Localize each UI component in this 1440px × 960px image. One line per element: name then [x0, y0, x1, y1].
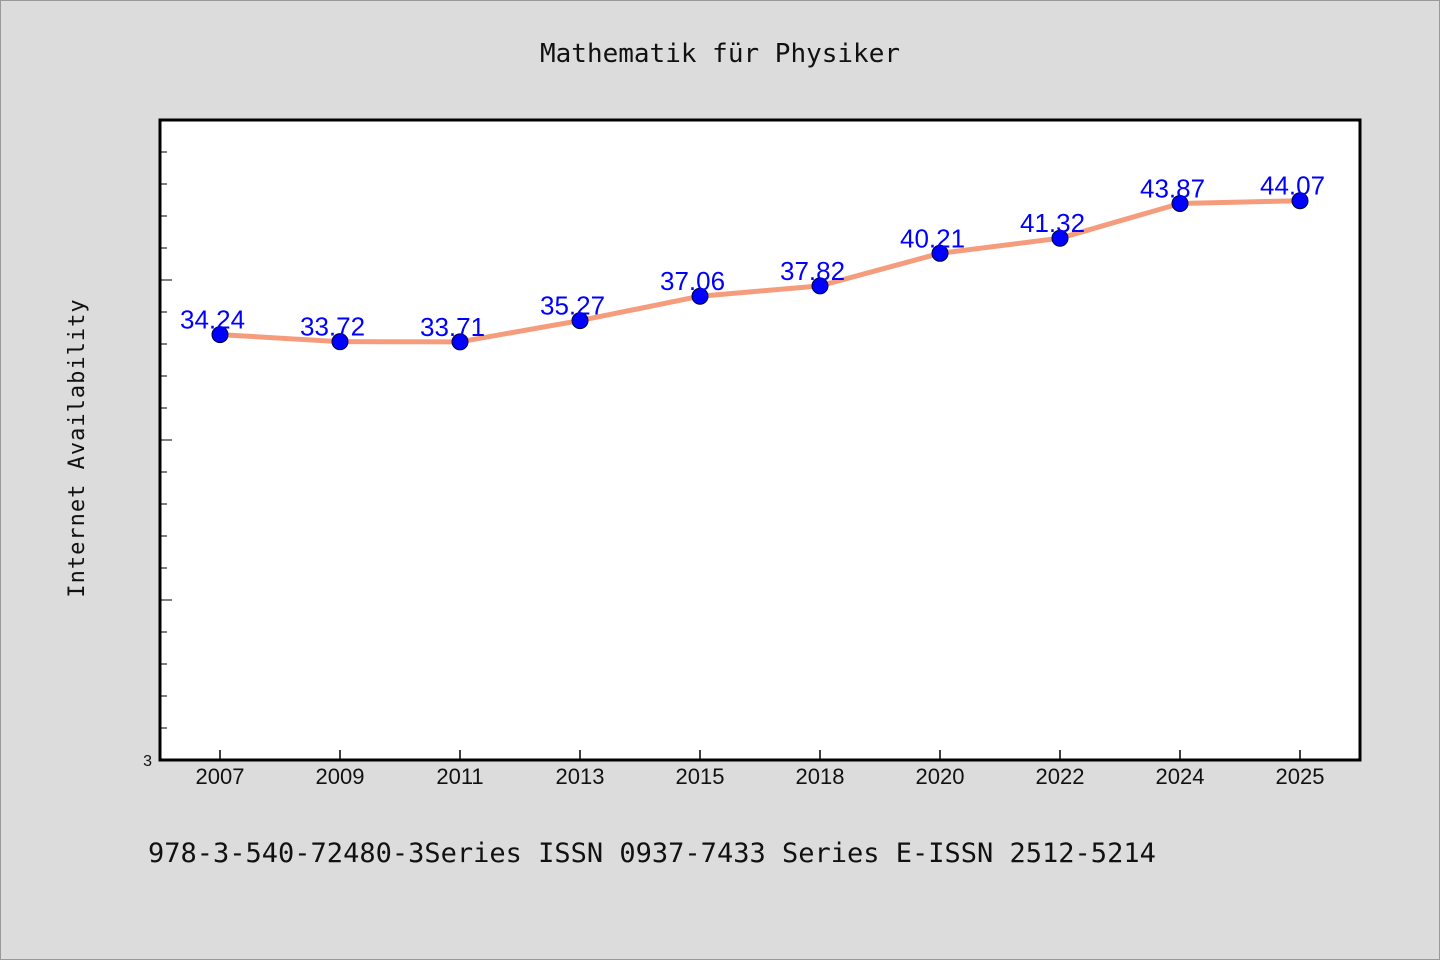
x-tick-label: 2020: [916, 764, 965, 789]
x-tick-label: 2025: [1276, 764, 1325, 789]
x-tick-label: 2011: [436, 764, 483, 789]
x-tick-label: 2018: [796, 764, 845, 789]
x-tick-label: 2009: [316, 764, 365, 789]
data-label: 43.87: [1140, 173, 1205, 203]
data-point: [1051, 229, 1069, 247]
series-layer: 34.24 33.72 33.71 35.27 37.06 37.82 40.21 41.32…: [180, 171, 1325, 351]
footer-series-issn: 978-3-540-72480-3Series ISSN 0937-7433 S…: [148, 838, 1156, 869]
chart-title: Mathematik für Physiker: [540, 39, 900, 69]
y-tick-label: 3: [143, 753, 152, 770]
data-point: [811, 277, 829, 295]
data-label: 37.82: [780, 256, 845, 286]
data-label: 34.24: [180, 305, 245, 335]
data-label: 33.71: [420, 312, 485, 342]
series-line: [217, 198, 1303, 345]
x-tick-label: 2013: [556, 764, 605, 789]
data-point: [451, 333, 469, 351]
data-point: [691, 287, 709, 305]
data-label: 41.32: [1020, 208, 1085, 238]
x-tick-label: 2024: [1156, 764, 1205, 789]
data-point: [1171, 194, 1189, 212]
data-label: 33.72: [300, 312, 365, 342]
x-tick-label: 2015: [676, 764, 725, 789]
data-label: 44.07: [1260, 171, 1325, 201]
data-point: [1291, 192, 1309, 210]
x-axis-ticks: 2007 2009 2011 2013 2015 2018 2020 2022 2024 2025: [196, 750, 1325, 789]
y-axis-label: Internet Availability: [65, 298, 90, 597]
data-point: [571, 312, 589, 330]
data-point: [331, 333, 349, 351]
data-label: 37.06: [660, 266, 725, 296]
data-point: [931, 244, 949, 262]
y-axis-ticks: 3: [143, 151, 172, 770]
x-tick-label: 2007: [196, 764, 245, 789]
data-point: [211, 326, 229, 344]
plot-area: [158, 118, 1362, 762]
data-label: 40.21: [900, 223, 965, 253]
x-tick-label: 2022: [1036, 764, 1085, 789]
data-label: 35.27: [540, 291, 605, 321]
